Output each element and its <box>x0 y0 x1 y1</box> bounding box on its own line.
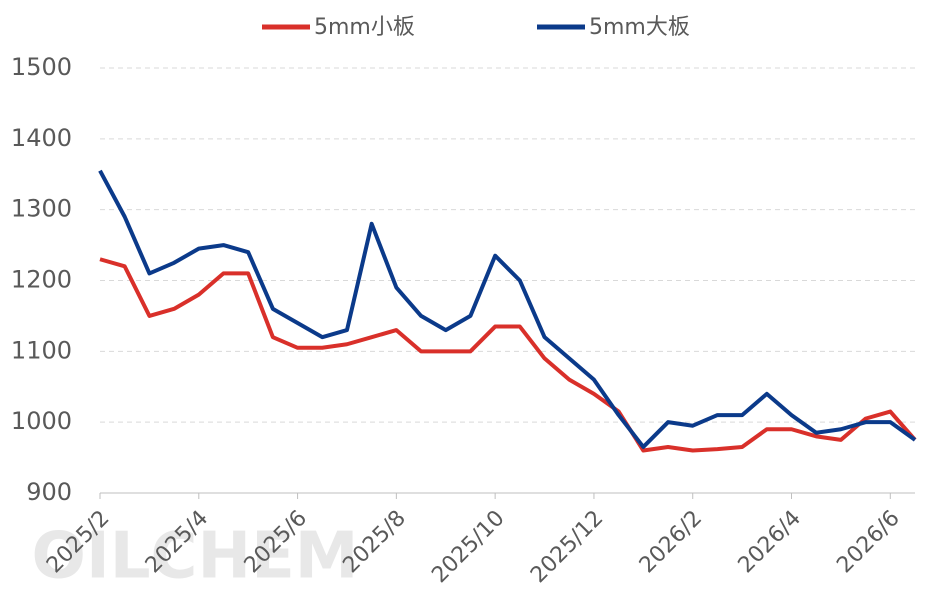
legend-label: 5mm大板 <box>589 15 690 40</box>
x-tick-label: 2025/12 <box>526 506 608 588</box>
y-tick-label: 1400 <box>11 124 72 152</box>
series-line <box>99 257 917 453</box>
x-tick-label: 2025/10 <box>427 506 509 588</box>
y-tick-label: 1100 <box>11 336 72 364</box>
y-tick-label: 900 <box>26 478 72 506</box>
series-line <box>98 169 917 449</box>
y-tick-label: 1000 <box>11 407 72 435</box>
y-tick-label: 1200 <box>11 266 72 294</box>
y-tick-label: 1300 <box>11 195 72 223</box>
watermark: OILCHEM <box>32 520 359 594</box>
x-tick-label: 2026/2 <box>635 506 707 578</box>
y-tick-label: 1500 <box>11 53 72 81</box>
x-tick-label: 2026/4 <box>734 506 806 578</box>
x-tick-label: 2026/6 <box>832 506 904 578</box>
legend-label: 5mm小板 <box>314 15 415 40</box>
